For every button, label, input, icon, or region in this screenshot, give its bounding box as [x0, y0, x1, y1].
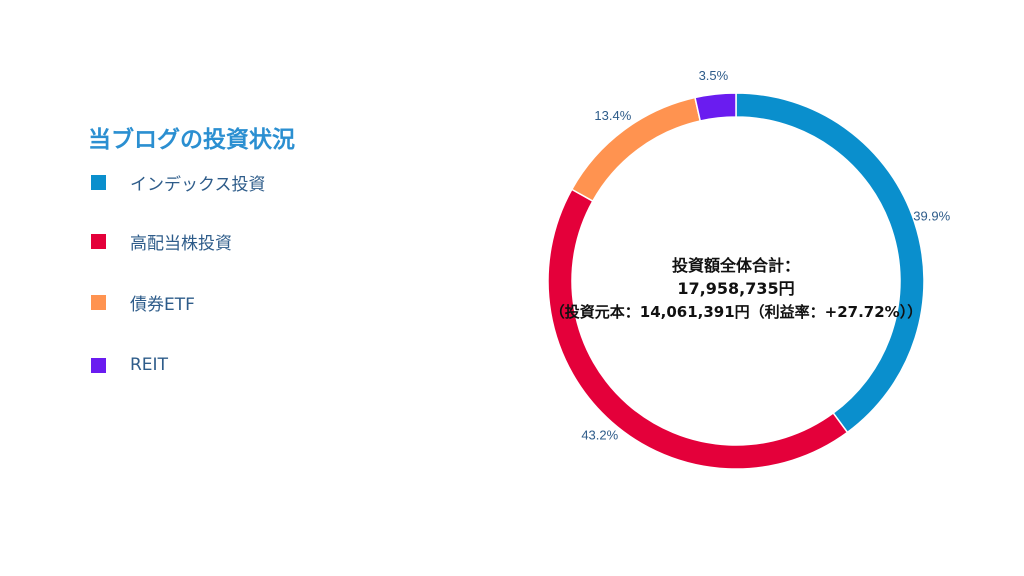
legend-label-high-dividend: 高配当株投資	[130, 233, 232, 254]
legend-swatch-index	[91, 174, 106, 190]
legend-label-reit: REIT	[130, 355, 168, 375]
center-label-line1: 投資額全体合計：	[672, 256, 800, 275]
legend-label-bond-etf: 債券ETF	[130, 294, 195, 315]
center-principal-and-return: （投資元本：14,061,391円（利益率：+27.72%））	[550, 303, 922, 321]
legend-swatch-bond-etf	[91, 294, 106, 310]
legend-item-bond-etf: 債券ETF	[91, 290, 195, 315]
percentage-labels: 39.9% 43.2% 13.4% 3.5%	[581, 68, 950, 442]
pct-label-high-dividend: 43.2%	[581, 428, 618, 443]
legend-item-index: インデックス投資	[91, 170, 266, 195]
legend-swatch-reit	[91, 357, 106, 373]
legend-item-high-dividend: 高配当株投資	[91, 229, 232, 254]
pct-label-bond-etf: 13.4%	[594, 108, 631, 123]
center-total-value: 17,958,735円	[677, 279, 794, 298]
slice-bond-etf	[570, 96, 702, 203]
chart-title: 当ブログの投資状況	[88, 127, 295, 153]
legend-label-index: インデックス投資	[130, 174, 266, 195]
legend-item-reit: REIT	[91, 353, 168, 377]
pct-label-index: 39.9%	[913, 209, 950, 224]
slice-reit	[694, 92, 737, 122]
legend-swatch-high-dividend	[91, 233, 106, 249]
donut-slices	[547, 92, 925, 470]
pct-label-reit: 3.5%	[699, 68, 729, 83]
